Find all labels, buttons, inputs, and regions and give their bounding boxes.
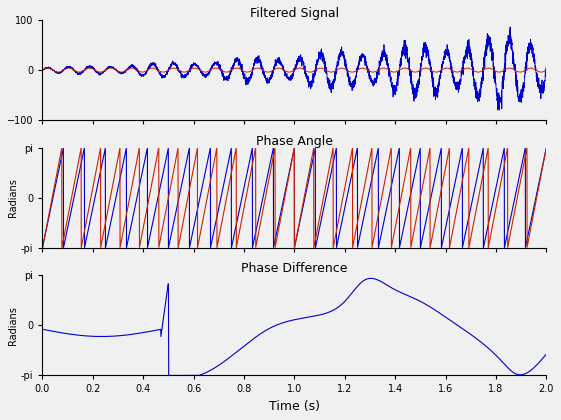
Title: Phase Angle: Phase Angle <box>256 134 333 147</box>
Title: Phase Difference: Phase Difference <box>241 262 348 275</box>
Y-axis label: Radians: Radians <box>8 306 18 345</box>
Y-axis label: Radians: Radians <box>8 178 18 217</box>
X-axis label: Time (s): Time (s) <box>269 400 320 413</box>
Title: Filtered Signal: Filtered Signal <box>250 7 339 20</box>
